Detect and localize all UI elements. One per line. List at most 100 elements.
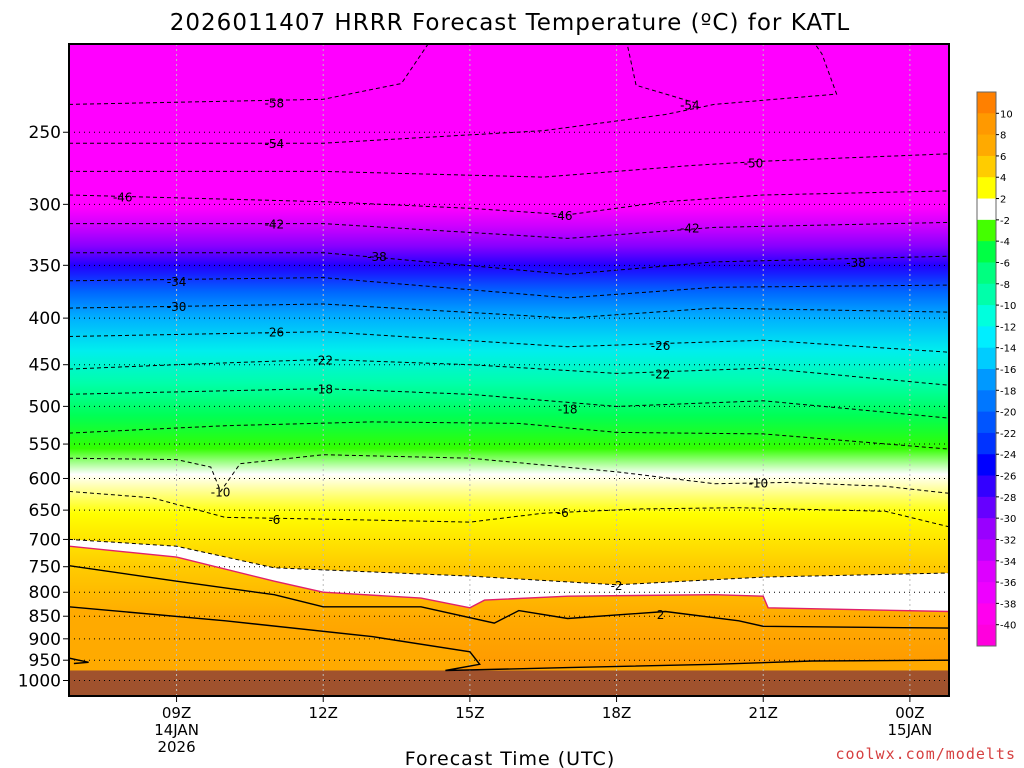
- contour-label: -2: [611, 579, 623, 593]
- contour-label: -22: [313, 353, 333, 367]
- contour-label: -54: [680, 98, 700, 112]
- colorbar-label: 2: [1000, 195, 1006, 206]
- colorbar-label: -16: [1000, 365, 1016, 376]
- colorbar-label: -12: [1000, 322, 1016, 333]
- contour-label: -10: [211, 485, 231, 499]
- contour-label: -30: [167, 300, 187, 314]
- x-tick-label: 12Z: [309, 704, 338, 722]
- credit-text: coolwx.com/modelts: [835, 745, 1016, 763]
- x-tick-label: 18Z: [602, 704, 631, 722]
- contour-label: -54: [265, 137, 285, 151]
- x-tick-label: 15Z: [455, 704, 484, 722]
- contour-line: [69, 565, 949, 629]
- contour-line: [69, 421, 949, 450]
- contour-line: [69, 44, 429, 105]
- contour-label: -42: [265, 218, 285, 232]
- y-tick-label: 250: [29, 123, 61, 143]
- contour-label: -6: [557, 506, 569, 520]
- contour-line: [69, 221, 949, 239]
- colorbar-swatch: [977, 241, 996, 263]
- colorbar-swatch: [977, 92, 996, 114]
- contour-line: [69, 331, 949, 353]
- contour-line: [626, 44, 695, 104]
- y-tick-label: 350: [29, 256, 61, 276]
- contour-label: -34: [167, 275, 187, 289]
- contour-line: [69, 454, 949, 494]
- x-tick-date: 15JAN: [888, 721, 933, 739]
- x-axis-label: Forecast Time (UTC): [405, 748, 615, 768]
- colorbar-label: 10: [1000, 109, 1013, 120]
- y-tick-label: 750: [29, 558, 61, 578]
- colorbar-label: -40: [1000, 621, 1016, 632]
- ground-layer: [69, 670, 949, 696]
- colorbar-swatch: [977, 113, 996, 136]
- colorbar-label: -10: [1000, 301, 1016, 312]
- contour-line: [69, 657, 89, 665]
- colorbar-label: 6: [1000, 152, 1006, 163]
- colorbar-swatch: [977, 177, 996, 200]
- contour-label: -18: [313, 383, 333, 397]
- colorbar-swatch: [977, 475, 996, 498]
- contour-lines: [69, 44, 949, 672]
- contour-line: [69, 303, 949, 319]
- contour-label: -26: [265, 326, 285, 340]
- colorbar-swatch: [977, 603, 996, 626]
- y-tick-label: 650: [29, 501, 61, 521]
- contour-label: 2: [657, 608, 665, 622]
- colorbar-swatch: [977, 518, 996, 540]
- contour-label: -38: [367, 250, 387, 264]
- contour-line: [69, 490, 949, 528]
- contour-label: -10: [749, 476, 769, 490]
- y-tick-label: 400: [29, 309, 61, 329]
- colorbar-label: -24: [1000, 450, 1016, 461]
- colorbar-swatch: [977, 411, 996, 434]
- colorbar-swatch: [977, 283, 996, 306]
- colorbar-swatch: [977, 155, 996, 178]
- colorbar-swatch: [977, 560, 996, 583]
- colorbar-label: -14: [1000, 344, 1016, 355]
- colorbar-label: -2: [1000, 216, 1010, 227]
- colorbar: 10 8 6 4 2 -2 -4 -6 -8 -10 -12 -14 -16 -18 -20 -22 -24 -2…: [976, 91, 1016, 647]
- x-tick-year: 2026: [157, 738, 195, 756]
- colorbar-swatch: [977, 262, 996, 285]
- contour-label: -18: [558, 403, 578, 417]
- y-tick-label: 950: [29, 651, 61, 671]
- contour-line: [69, 252, 949, 275]
- contour-line: [69, 277, 949, 299]
- colorbar-label: -34: [1000, 557, 1016, 568]
- y-tick-label: 550: [29, 435, 61, 455]
- colorbar-swatch: [977, 496, 996, 519]
- freezing-band: [69, 539, 949, 612]
- y-tick-label: 850: [29, 607, 61, 627]
- contour-label: -26: [651, 339, 671, 353]
- colorbar-label: -20: [1000, 408, 1016, 419]
- y-tick-label: 800: [29, 583, 61, 603]
- colorbar-label: -4: [1000, 237, 1010, 248]
- contour-line: [69, 538, 949, 586]
- colorbar-swatch: [977, 198, 996, 221]
- contour-label: -46: [553, 209, 573, 223]
- plot-area: -58 -54 -54 -50 -46 -46 -42 -42 -38 -38 -34 -30 -26 -…: [69, 44, 949, 696]
- colorbar-swatch: [977, 219, 996, 242]
- contour-label: -58: [265, 97, 285, 111]
- contour-line: [69, 388, 949, 419]
- contour-line: [69, 358, 949, 386]
- colorbar-swatch: [977, 582, 996, 604]
- contour-label: -50: [744, 157, 764, 171]
- x-tick-label: 09Z: [162, 704, 191, 722]
- colorbar-label: -36: [1000, 578, 1016, 589]
- colorbar-label: -26: [1000, 472, 1016, 483]
- contour-label: -46: [113, 190, 133, 204]
- colorbar-swatch: [977, 390, 996, 413]
- y-tick-label: 450: [29, 356, 61, 376]
- contour-label: -42: [680, 221, 700, 235]
- contour-line: [69, 153, 949, 178]
- colorbar-label: -18: [1000, 386, 1016, 397]
- colorbar-swatch: [977, 347, 996, 370]
- contour-line: [69, 44, 838, 144]
- y-tick-label: 700: [29, 530, 61, 550]
- y-tick-label: 500: [29, 397, 61, 417]
- colorbar-label: -30: [1000, 514, 1016, 525]
